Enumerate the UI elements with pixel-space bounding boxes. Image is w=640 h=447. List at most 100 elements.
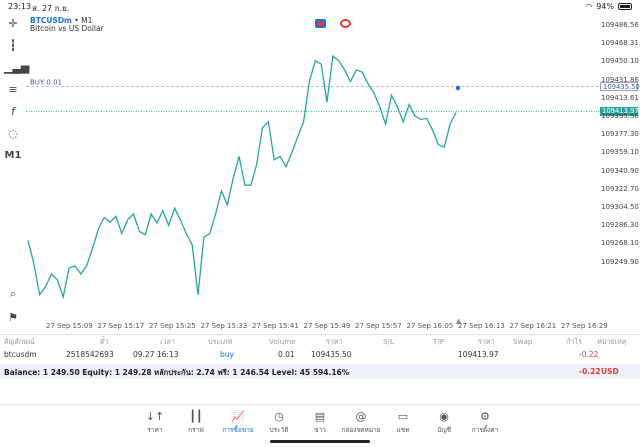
col-open-price: ราคา xyxy=(326,337,343,346)
order-marker-icon[interactable] xyxy=(455,85,461,91)
timeframe-separator: • xyxy=(74,16,79,25)
position-open-price: 109435.50 xyxy=(311,350,352,359)
home-indicator[interactable] xyxy=(270,440,370,443)
nav-history[interactable]: ◷ ประวัติ xyxy=(258,409,300,435)
price-tick-label: 109486.56 xyxy=(601,21,639,29)
nav-chat-label: แชท xyxy=(396,426,410,434)
nav-history-label: ประวัติ xyxy=(269,426,289,434)
nav-settings-label: การตั้งค่า xyxy=(471,426,499,434)
price-tick-label: 109322.70 xyxy=(601,184,639,193)
time-tick-label: 27 Sep 15:41 xyxy=(252,322,299,330)
price-tick-label: 109377.30 xyxy=(601,130,639,139)
position-symbol: btcusdm xyxy=(4,350,37,359)
price-tick-label: 109395.50 xyxy=(601,112,639,120)
price-tick-label: 109359.10 xyxy=(601,148,639,157)
news-icon: ▤ xyxy=(314,410,326,423)
price-tick-label: 109413.61 xyxy=(601,93,639,102)
price-tick-label: 109286.30 xyxy=(601,221,639,230)
time-tick-label: 27 Sep 16:21 xyxy=(509,322,557,330)
timeframe-label: M1 xyxy=(81,16,93,25)
nav-mailbox[interactable]: @ กล่องจดหมาย xyxy=(340,409,382,435)
battery-percent: 94% xyxy=(596,2,614,11)
col-comment: หมายเหตุ xyxy=(597,337,627,346)
price-tick-label: 109304.50 xyxy=(601,203,639,211)
chart-title: BTCUSDm • M1 xyxy=(30,16,92,25)
time-tick-label: 27 Sep 16:05 xyxy=(406,322,454,330)
eu-flag-icon[interactable] xyxy=(315,19,326,28)
price-tick-label: 109431.86 xyxy=(601,75,639,84)
nav-news-label: ข่าว xyxy=(314,426,326,434)
chart-icon: ┃┃ xyxy=(189,410,203,423)
status-right: ◠ 94% xyxy=(585,2,632,11)
flag-icon[interactable]: ⚑ xyxy=(8,311,18,324)
position-row[interactable]: btcusdm 2518542693 09.27 16:13 buy 0.01 … xyxy=(0,348,640,362)
col-time: เวลา xyxy=(160,337,175,346)
col-swap: Swap xyxy=(513,337,533,346)
balance-text: Balance: 1 249.50 Equity: 1 249.28 หลักป… xyxy=(4,368,350,377)
time-tick-label: 27 Sep 15:33 xyxy=(200,322,248,330)
col-price: ราคา xyxy=(478,337,495,346)
nav-mailbox-label: กล่องจดหมาย xyxy=(341,426,381,434)
price-tick-label: 109268.10 xyxy=(601,239,639,248)
bid-price-tag: 109413.97 xyxy=(600,106,639,116)
price-chart[interactable]: BUY 0.01 xyxy=(26,14,600,320)
time-tick-label: 27 Sep 15:09 xyxy=(46,322,93,330)
chat-icon: ▭ xyxy=(397,410,409,423)
settings-icon: ⚙ xyxy=(480,410,490,423)
wifi-icon: ◠ xyxy=(585,2,593,11)
nav-chart[interactable]: ┃┃ กราฟ xyxy=(175,409,217,435)
zoom-icon[interactable]: ⌕ xyxy=(9,287,17,300)
time-tick-label: 27 Sep 15:25 xyxy=(149,322,196,330)
trade-icon: 📈 xyxy=(231,410,245,423)
nav-settings[interactable]: ⚙ การตั้งค่า xyxy=(464,409,506,435)
col-symbol: สัญลักษณ์ xyxy=(4,337,35,346)
account-icon: ◉ xyxy=(439,410,449,423)
positions-table-header: สัญลักษณ์ ตั๋ว เวลา ประเภท Volume ราคา S… xyxy=(0,334,640,346)
symbol-name: BTCUSDm xyxy=(30,16,72,25)
nav-trade[interactable]: 📈 การซื้อขาย xyxy=(217,409,259,435)
buy-order-label: BUY 0.01 xyxy=(30,79,62,87)
status-time: 23:13 xyxy=(8,2,32,11)
col-volume: Volume xyxy=(269,337,296,346)
nav-trade-label: การซื้อขาย xyxy=(222,426,254,434)
price-tick-label: 109468.31 xyxy=(601,39,639,48)
currency-label: USD xyxy=(601,367,619,376)
price-tick-label: 109450.10 xyxy=(601,57,639,66)
function-icon[interactable]: f xyxy=(11,105,15,118)
nav-quotes-label: ราคา xyxy=(147,426,163,434)
time-tick-label: 27 Sep 16:13 xyxy=(458,322,505,330)
time-tick-label: 27 Sep 15:57 xyxy=(355,322,402,330)
quotes-icon: ↓↑ xyxy=(145,410,165,423)
indicators-icon[interactable]: ▁▃▅ xyxy=(4,61,30,74)
nav-account[interactable]: ◉ บัญชี xyxy=(423,409,465,435)
us-flag-icon[interactable] xyxy=(340,19,351,28)
symbol-description: Bitcoin vs US Dollar xyxy=(30,24,104,33)
nav-news[interactable]: ▤ ข่าว xyxy=(299,409,341,435)
crosshair-icon[interactable]: ✛ xyxy=(8,17,18,30)
nav-chart-label: กราฟ xyxy=(188,426,204,434)
nav-account-label: บัญชี xyxy=(436,426,452,434)
shapes-icon[interactable]: ◌ xyxy=(8,127,18,140)
mail-icon: @ xyxy=(355,410,367,423)
position-time: 09.27 16:13 xyxy=(133,350,179,359)
col-tp: T/P xyxy=(433,337,445,346)
chart-area[interactable]: BUY 0.01 BTCUSDm • M1 Bitcoin vs US Doll… xyxy=(26,14,600,320)
col-type: ประเภท xyxy=(208,337,233,346)
chart-shift-icon[interactable]: ▲ xyxy=(456,317,462,325)
balance-summary: Balance: 1 249.50 Equity: 1 249.28 หลักป… xyxy=(0,364,640,379)
position-volume: 0.01 xyxy=(278,350,295,359)
timeframe-button[interactable]: M1 xyxy=(4,150,22,161)
nav-quotes[interactable]: ↓↑ ราคา xyxy=(134,409,176,435)
nav-chat[interactable]: ▭ แชท xyxy=(382,409,424,435)
position-current-price: 109413.97 xyxy=(458,350,499,359)
battery-icon xyxy=(618,3,632,10)
col-profit: กำไร xyxy=(566,337,582,346)
total-profit: -0.22 xyxy=(579,367,601,376)
candlestick-icon[interactable]: ┇ xyxy=(9,39,17,52)
col-sl: S/L xyxy=(383,337,394,346)
time-tick-label: 27 Sep 15:17 xyxy=(97,322,145,330)
objects-icon[interactable]: ≡ xyxy=(8,83,18,96)
ask-price-tag: 109435.50 xyxy=(600,82,640,92)
position-profit: -0.22 xyxy=(579,350,599,359)
status-date: ส. 27 ก.ย. xyxy=(32,4,70,13)
